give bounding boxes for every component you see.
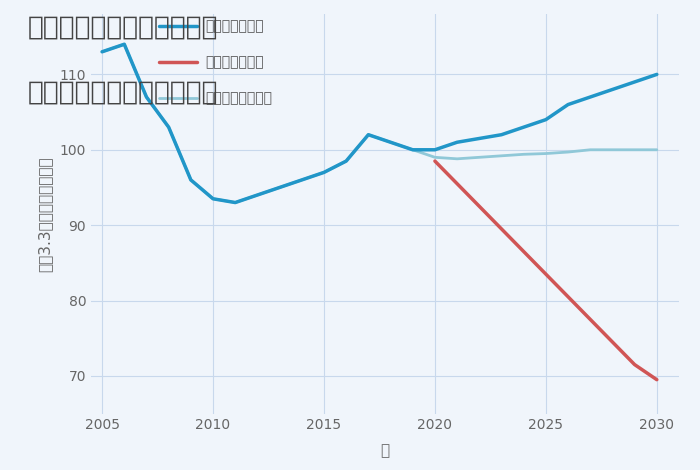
Text: グッドシナリオ: グッドシナリオ [206, 19, 265, 33]
Text: 三重県桑名市長島町白鶏の: 三重県桑名市長島町白鶏の [28, 14, 218, 40]
Y-axis label: 坪（3.3㎡）単価（万円）: 坪（3.3㎡）単価（万円） [38, 156, 52, 272]
Text: ノーマルシナリオ: ノーマルシナリオ [206, 91, 273, 105]
Text: 中古マンションの価格推移: 中古マンションの価格推移 [28, 80, 218, 106]
X-axis label: 年: 年 [380, 444, 390, 459]
Text: バッドシナリオ: バッドシナリオ [206, 55, 265, 69]
